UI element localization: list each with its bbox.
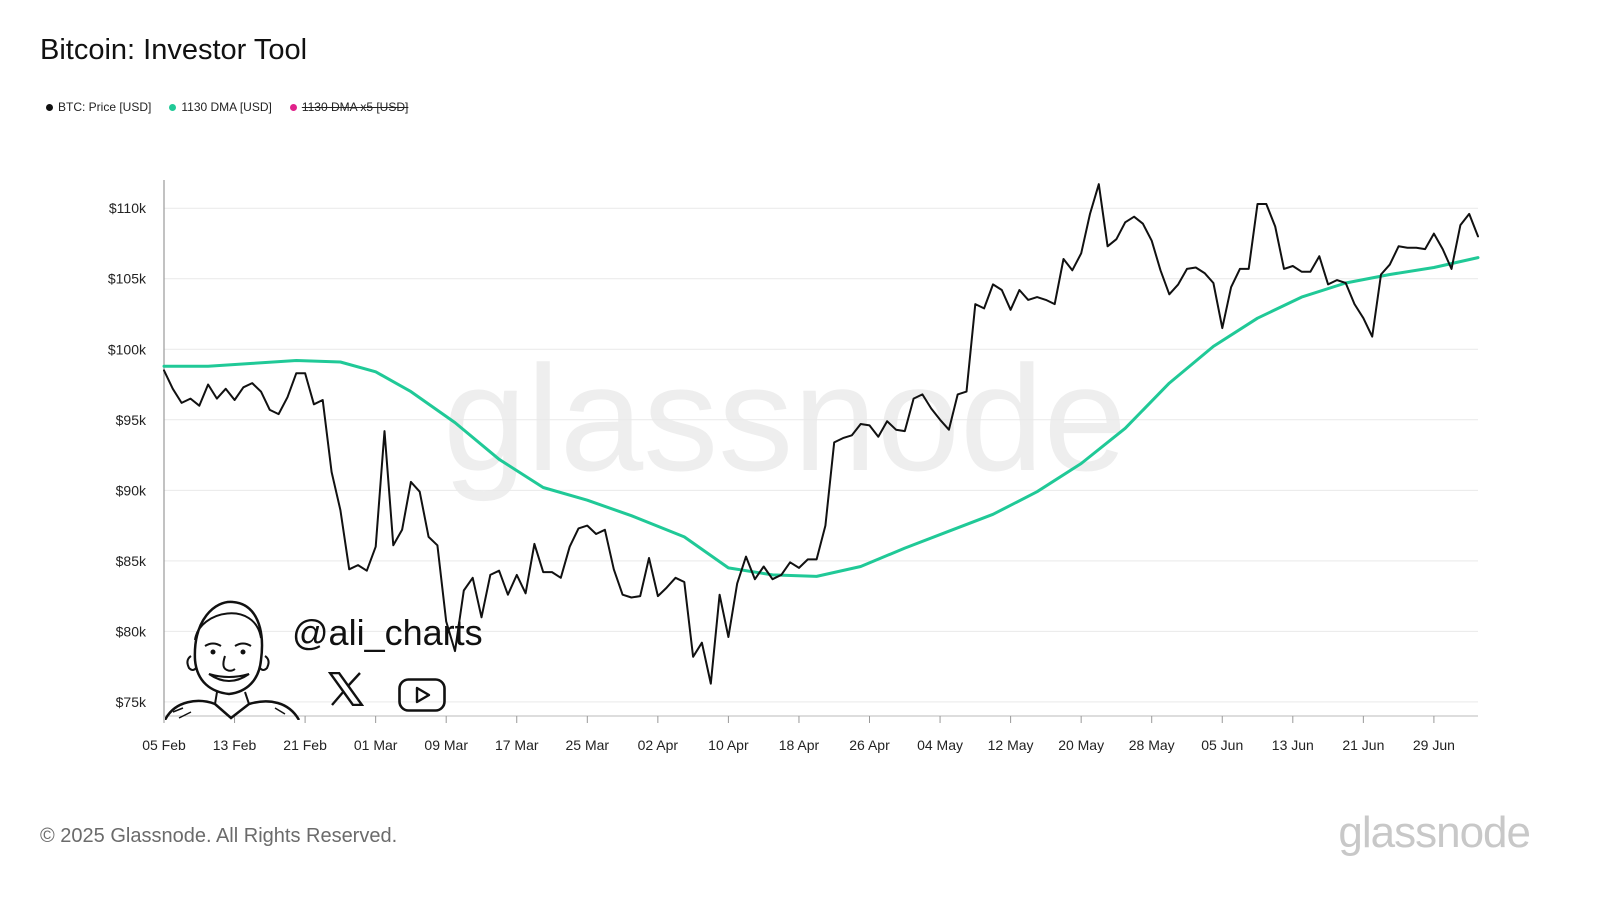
y-tick-label: $90k <box>116 482 147 498</box>
y-tick-label: $80k <box>116 623 147 639</box>
chart-legend: BTC: Price [USD] 1130 DMA [USD] 1130 DMA… <box>46 100 408 114</box>
youtube-icon[interactable] <box>398 678 446 712</box>
y-tick-label: $100k <box>108 341 147 357</box>
legend-dot-icon <box>289 103 297 111</box>
copyright-text: © 2025 Glassnode. All Rights Reserved. <box>40 825 398 847</box>
y-tick-label: $105k <box>108 271 147 287</box>
x-tick-label: 18 Apr <box>779 737 820 753</box>
legend-label: 1130 DMA x5 [USD] <box>301 100 409 114</box>
x-logo-icon[interactable] <box>328 672 364 706</box>
legend-label: BTC: Price [USD] <box>58 100 152 114</box>
y-tick-label: $75k <box>116 694 147 710</box>
x-tick-label: 25 Mar <box>566 737 610 753</box>
dma-1130-line <box>162 256 1480 578</box>
x-tick-label: 13 Jun <box>1272 737 1314 753</box>
x-tick-label: 09 Mar <box>424 737 468 753</box>
chart-series <box>162 183 1480 685</box>
avatar-sketch-icon <box>165 600 301 720</box>
y-tick-label: $95k <box>116 412 147 428</box>
glassnode-watermark: glassnode <box>443 334 1127 502</box>
glassnode-logo[interactable]: glassnode <box>1338 808 1531 857</box>
x-tick-label: 29 Jun <box>1413 737 1455 753</box>
legend-dot-icon <box>46 103 53 111</box>
chart-grid <box>164 207 1478 703</box>
x-tick-label: 04 May <box>917 737 963 753</box>
x-tick-label: 01 Mar <box>354 737 398 753</box>
y-tick-label: $85k <box>116 553 147 569</box>
x-tick-label: 10 Apr <box>708 737 749 753</box>
x-tick-label: 21 Feb <box>283 737 327 753</box>
x-tick-label: 05 Feb <box>142 737 186 753</box>
x-tick-label: 05 Jun <box>1201 737 1243 753</box>
btc-price-line <box>163 183 1479 685</box>
x-tick-label: 17 Mar <box>495 737 539 753</box>
legend-dot-icon <box>169 103 177 111</box>
page-title: Bitcoin: Investor Tool <box>40 34 308 66</box>
x-tick-label: 02 Apr <box>638 737 679 753</box>
y-axis: $75k $80k $85k $90k $95k $100k $105k $110k <box>108 180 165 716</box>
x-tick-label: 28 May <box>1129 737 1175 753</box>
y-tick-label: $110k <box>109 200 147 216</box>
x-tick-label: 12 May <box>988 737 1034 753</box>
x-tick-label: 20 May <box>1058 737 1104 753</box>
x-axis: 05 Feb 13 Feb 21 Feb 01 Mar 09 Mar 17 Mar 25 M… <box>142 715 1478 753</box>
x-tick-label: 13 Feb <box>213 737 257 753</box>
legend-item-1130-dma-x5[interactable]: 1130 DMA x5 [USD] <box>289 100 409 114</box>
legend-item-btc-price[interactable]: BTC: Price [USD] <box>46 100 151 114</box>
legend-label: 1130 DMA [USD] <box>181 100 272 114</box>
legend-item-1130-dma[interactable]: 1130 DMA [USD] <box>169 100 272 114</box>
x-tick-label: 26 Apr <box>849 737 890 753</box>
x-tick-label: 21 Jun <box>1342 737 1384 753</box>
social-handle: @ali_charts <box>292 612 483 653</box>
